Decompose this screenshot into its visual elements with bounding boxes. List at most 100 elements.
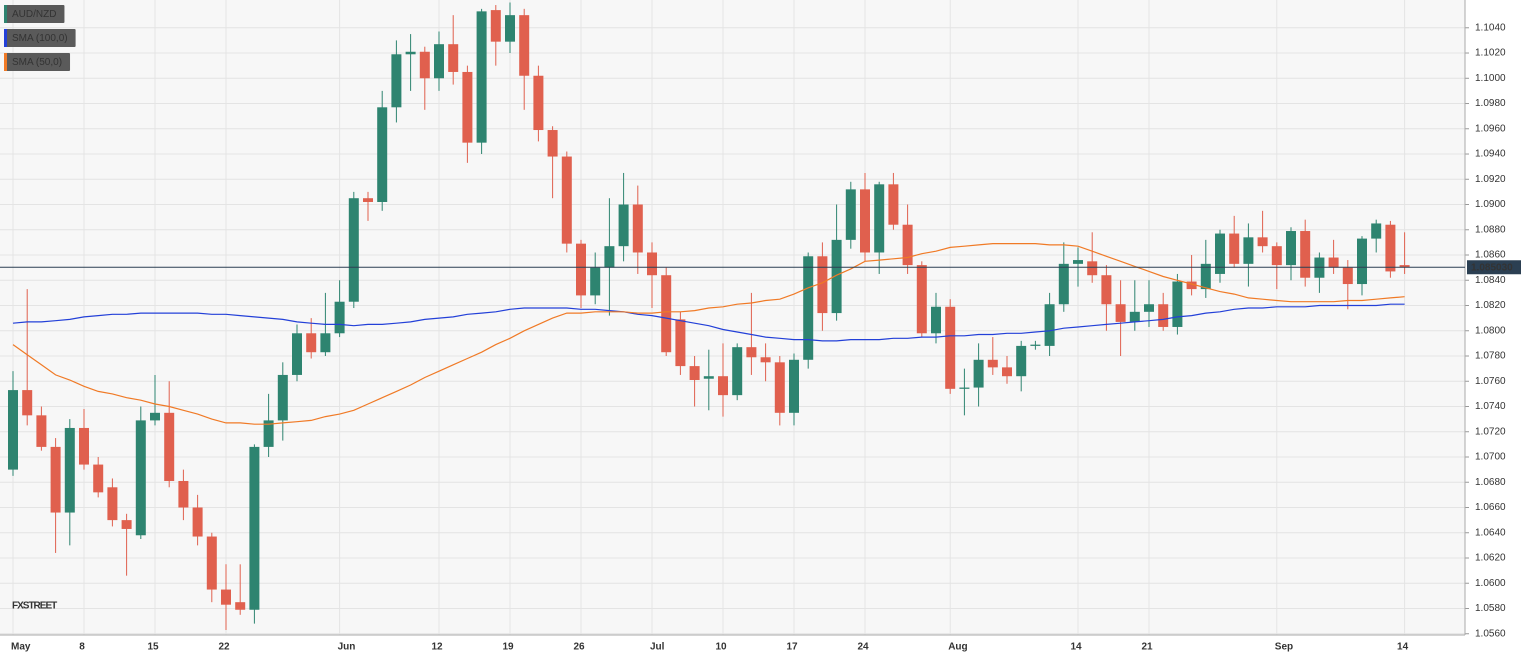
legend-swatch: [4, 29, 7, 47]
candle-body: [561, 156, 572, 244]
y-tick-label: 1.1000: [1475, 73, 1506, 84]
candle-body: [1243, 237, 1254, 264]
candle-body: [1158, 304, 1169, 327]
candle-body: [931, 306, 941, 334]
y-tick-label: 1.0620: [1475, 553, 1506, 564]
candle-body: [1144, 304, 1154, 312]
y-tick-label: 1.0920: [1475, 174, 1506, 185]
x-tick-label: 24: [857, 642, 869, 653]
candle-body: [1172, 281, 1183, 327]
y-tick-label: 1.0760: [1475, 376, 1506, 387]
candle-body: [860, 189, 870, 253]
y-tick-label: 1.1020: [1475, 48, 1506, 59]
candle-body: [1030, 344, 1041, 346]
candle-body: [1115, 304, 1126, 322]
candle-body: [732, 347, 743, 396]
candle-body: [1101, 275, 1112, 305]
candle-body: [604, 246, 615, 268]
legend-label: SMA (50,0): [12, 57, 62, 68]
candle-body: [675, 319, 686, 367]
sma-line: [12, 243, 1405, 425]
candle-body: [1342, 267, 1353, 285]
x-tick-label: Aug: [948, 642, 967, 653]
candle-body: [817, 256, 828, 314]
y-tick-label: 1.0560: [1475, 628, 1506, 639]
candle-body: [1215, 233, 1225, 274]
y-tick-label: 1.0980: [1475, 98, 1506, 109]
y-tick-label: 1.0700: [1475, 452, 1506, 463]
candle-body: [36, 415, 47, 447]
candle-body: [434, 44, 444, 79]
candle-body: [1129, 311, 1140, 322]
candle-body: [959, 387, 970, 389]
candle-body: [547, 130, 558, 157]
candle-body: [249, 446, 260, 610]
candle-body: [945, 306, 956, 389]
y-tick-label: 1.0900: [1475, 199, 1506, 210]
candle-body: [760, 357, 771, 363]
candle-body: [632, 204, 643, 253]
candle-body: [647, 252, 657, 276]
candle-body: [774, 362, 785, 413]
candle-body: [476, 11, 487, 143]
y-tick-label: 1.0960: [1475, 123, 1506, 134]
candle-body: [391, 54, 402, 108]
candle-body: [292, 333, 302, 375]
candle-body: [689, 366, 700, 380]
candle-body: [320, 333, 331, 353]
candle-body: [1257, 237, 1268, 247]
x-tick-label: 15: [147, 642, 159, 653]
candle-body: [902, 224, 913, 266]
x-tick-label: 22: [218, 642, 230, 653]
candle-body: [277, 374, 288, 421]
candle-body: [987, 359, 998, 368]
legend-swatch: [4, 53, 7, 71]
candle-body: [64, 427, 75, 513]
last-price-label: 1.085030: [1471, 262, 1513, 273]
candle-body: [1357, 238, 1367, 285]
legend-label: SMA (100,0): [12, 33, 68, 44]
candle-body: [363, 198, 373, 202]
x-tick-label: May: [11, 642, 31, 653]
x-tick-label: Jun: [338, 642, 356, 653]
candle-body: [263, 420, 274, 447]
plot-area: [0, 0, 1465, 635]
y-tick-label: 1.0660: [1475, 502, 1506, 513]
candle-body: [845, 189, 856, 240]
candle-body: [746, 347, 757, 358]
x-tick-label: 26: [573, 642, 585, 653]
candle-body: [348, 198, 359, 302]
legend-box: [4, 29, 76, 47]
candle-body: [1385, 224, 1396, 272]
candle-body: [206, 536, 217, 590]
x-tick-label: 14: [1397, 642, 1409, 653]
candle-body: [107, 487, 118, 521]
candle-body: [135, 420, 146, 536]
candle-body: [1044, 304, 1055, 346]
candle-body: [419, 51, 430, 79]
candle-body: [803, 256, 814, 360]
candle-body: [490, 10, 501, 42]
candle-body: [1087, 261, 1098, 276]
y-tick-label: 1.0780: [1475, 351, 1506, 362]
legend-box: [4, 53, 71, 71]
sma-line: [12, 303, 1405, 342]
y-tick-label: 1.0600: [1475, 578, 1506, 589]
candle-body: [448, 44, 459, 72]
y-tick-label: 1.0680: [1475, 477, 1506, 488]
candle-body: [618, 204, 629, 247]
candle-body: [1286, 231, 1296, 266]
candle-body: [519, 15, 530, 76]
legend-label: AUD/NZD: [12, 9, 56, 20]
candle-body: [973, 359, 984, 388]
candle-body: [789, 359, 799, 413]
x-tick-label: 14: [1070, 642, 1082, 653]
candle-body: [718, 376, 728, 396]
x-tick-label: 10: [715, 642, 727, 653]
y-tick-label: 1.0820: [1475, 300, 1506, 311]
last-price-box: [1467, 260, 1521, 275]
candle-body: [192, 507, 203, 537]
candle-body: [874, 184, 885, 253]
candle-body: [1002, 367, 1012, 377]
